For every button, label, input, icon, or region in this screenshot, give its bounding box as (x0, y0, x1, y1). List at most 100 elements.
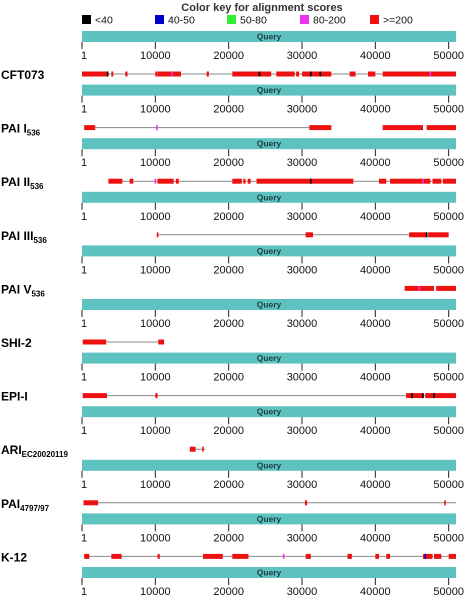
query-bar (82, 84, 456, 96)
tick-label: 40000 (360, 318, 391, 330)
track-pai-iii-536: Query 1 10000 20000 30000 40000 50000 PAI III53… (1, 191, 464, 245)
tick-label: 20000 (213, 532, 244, 544)
tick-label: 20000 (213, 372, 244, 384)
tick-label: 50000 (433, 50, 464, 62)
tick-label: 1 (81, 586, 87, 596)
alignment-block (243, 178, 246, 184)
tick-label: 10000 (140, 372, 171, 384)
tick-label: 50000 (433, 586, 464, 596)
alignment-block (206, 71, 209, 77)
tick-label: 1 (81, 425, 87, 437)
query-bar (82, 513, 456, 525)
track-k-12: Query 1 10000 20000 30000 40000 50000 K-12 (1, 513, 464, 564)
alignment-mark (433, 393, 435, 399)
tick-label: 1 (81, 211, 87, 223)
alignment-mark (258, 71, 261, 77)
alignment-block (189, 446, 196, 452)
alignment-mark (411, 393, 413, 399)
alignment-block (433, 553, 442, 559)
alignment-block (175, 178, 179, 184)
row-label-main: PAI I (1, 122, 27, 136)
alignment-block (406, 393, 423, 399)
query-label: Query (257, 246, 282, 256)
track-edl933: Query11000020000300004000050000EDL933 (81, 567, 464, 596)
alignment-block (428, 232, 449, 238)
alignment-block (432, 178, 442, 184)
track-pai-i-536: Query 1 10000 20000 30000 40000 50000 PAI I536 (1, 84, 464, 138)
alignment-mark (422, 178, 424, 184)
tick-label: 30000 (287, 532, 318, 544)
tick-label: 40000 (360, 479, 391, 491)
row-label: PAI II536 (1, 175, 44, 191)
alignment-block (349, 71, 356, 77)
row-label-main: PAI (1, 497, 20, 511)
row-label-main: K-12 (1, 550, 27, 564)
alignment-block (202, 553, 223, 559)
row-label-main: ARI (1, 443, 22, 457)
tick-label: 50000 (433, 318, 464, 330)
alignment-mark (309, 178, 312, 184)
alignment-block (276, 71, 295, 77)
alignment-block (448, 553, 456, 559)
row-label: PAI4797/97 (1, 497, 50, 513)
query-bar (82, 352, 456, 364)
tick-label: 40000 (360, 372, 391, 384)
alignment-block (304, 500, 308, 506)
tick-label: 50000 (433, 211, 464, 223)
alignment-block (375, 553, 379, 559)
alignment-block (82, 71, 84, 77)
tick-label: 40000 (360, 532, 391, 544)
row-label: PAI III536 (1, 229, 47, 245)
tick-label: 30000 (287, 50, 318, 62)
alignment-block (425, 393, 456, 399)
color-key-item: 40-50 (155, 15, 195, 27)
alignment-block (84, 125, 96, 131)
color-key-label: >=200 (383, 15, 413, 27)
color-key-label: 50-80 (240, 15, 267, 27)
alignment-block (84, 553, 90, 559)
row-label-main: CFT073 (1, 68, 45, 82)
row-label-subscript: 536 (33, 236, 47, 245)
alignment-block (247, 178, 251, 184)
row-label-subscript: 536 (31, 289, 45, 298)
tick-label: 30000 (287, 425, 318, 437)
tick-label: 20000 (213, 50, 244, 62)
query-label: Query (257, 139, 282, 149)
row-label-main: SHI-2 (1, 336, 32, 350)
tick-label: 40000 (360, 104, 391, 116)
alignment-block (82, 339, 107, 345)
alignment-block (155, 71, 158, 77)
color-key-legend: <40 40-50 50-80 80-200 >=200 (82, 15, 413, 27)
track-shi-2: Query 1 10000 20000 30000 40000 50000 SHI-2 (1, 299, 464, 350)
query-bar (82, 459, 456, 471)
alignment-mark (429, 71, 432, 77)
alignment-block (301, 71, 332, 77)
alignment-block (389, 178, 431, 184)
tick-label: 30000 (287, 318, 318, 330)
tick-label: 30000 (287, 372, 318, 384)
alignment-block (83, 500, 99, 506)
query-bar (82, 138, 456, 150)
tick-label: 40000 (360, 586, 391, 596)
color-key-item: 80-200 (300, 15, 346, 27)
alignment-block (422, 553, 433, 559)
query-label: Query (257, 568, 282, 578)
color-key-label: <40 (95, 15, 113, 27)
tick-label: 20000 (213, 104, 244, 116)
alignment-block (305, 553, 311, 559)
alignment-block (409, 232, 427, 238)
row-label: EPI-I (1, 390, 28, 404)
alignment-block (157, 71, 181, 77)
alignment-block (296, 71, 300, 77)
tick-label: 20000 (213, 318, 244, 330)
color-key-swatch (82, 15, 91, 24)
tick-label: 1 (81, 157, 87, 169)
alignment-block (382, 71, 456, 77)
track-cft073: Query 1 10000 20000 30000 40000 50000 CFT073 (1, 31, 464, 82)
tick-label: 50000 (433, 104, 464, 116)
tick-label: 30000 (287, 157, 318, 169)
alignment-mark (418, 285, 421, 291)
query-label: Query (257, 407, 282, 417)
alignment-block (386, 553, 390, 559)
